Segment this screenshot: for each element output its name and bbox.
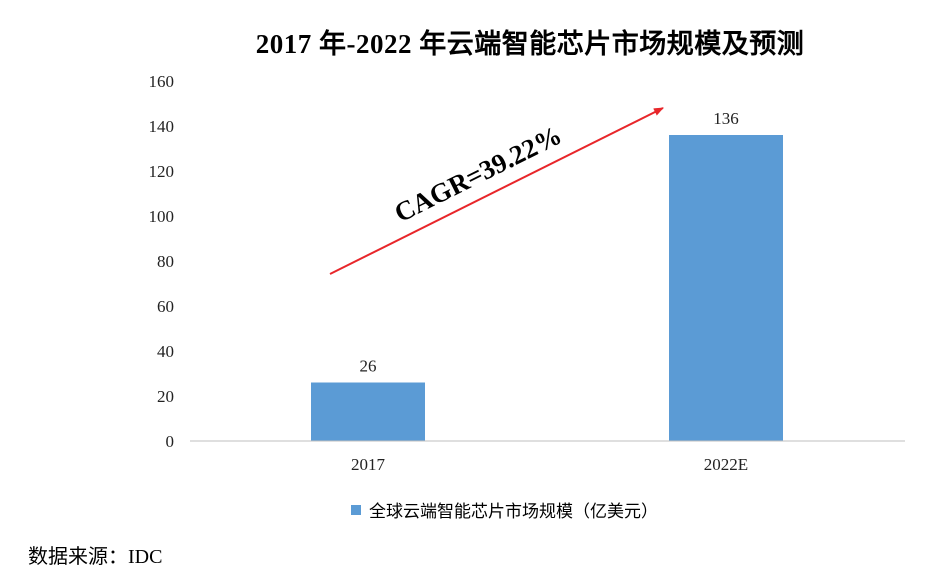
y-tick-label: 120 — [149, 162, 175, 181]
bar — [311, 382, 425, 441]
y-tick-label: 140 — [149, 117, 175, 136]
y-tick-label: 0 — [166, 432, 175, 451]
y-tick-label: 160 — [149, 72, 175, 91]
bar-value-label: 26 — [360, 357, 377, 376]
y-tick-label: 20 — [157, 387, 174, 406]
cagr-arrow — [329, 107, 664, 275]
x-axis: 2017 2022E — [351, 455, 748, 474]
cagr-annotation: CAGR=39.22% — [329, 107, 664, 275]
cagr-label: CAGR=39.22% — [390, 120, 567, 228]
legend-label: 全球云端智能芯片市场规模（亿美元） — [369, 502, 658, 521]
y-axis: 0 20 40 60 80 100 120 140 160 — [149, 72, 175, 451]
bar — [669, 135, 783, 441]
bar-value-label: 136 — [713, 109, 739, 128]
bars: 26 136 — [311, 109, 783, 441]
y-tick-label: 60 — [157, 297, 174, 316]
source-note: 数据来源：IDC — [28, 546, 163, 568]
y-tick-label: 100 — [149, 207, 175, 226]
x-tick-label: 2017 — [351, 455, 386, 474]
x-tick-label: 2022E — [704, 455, 748, 474]
y-tick-label: 80 — [157, 252, 174, 271]
y-tick-label: 40 — [157, 342, 174, 361]
chart-title: 2017 年-2022 年云端智能芯片市场规模及预测 — [255, 29, 805, 59]
legend: 全球云端智能芯片市场规模（亿美元） — [351, 497, 658, 522]
legend-swatch — [351, 504, 361, 515]
